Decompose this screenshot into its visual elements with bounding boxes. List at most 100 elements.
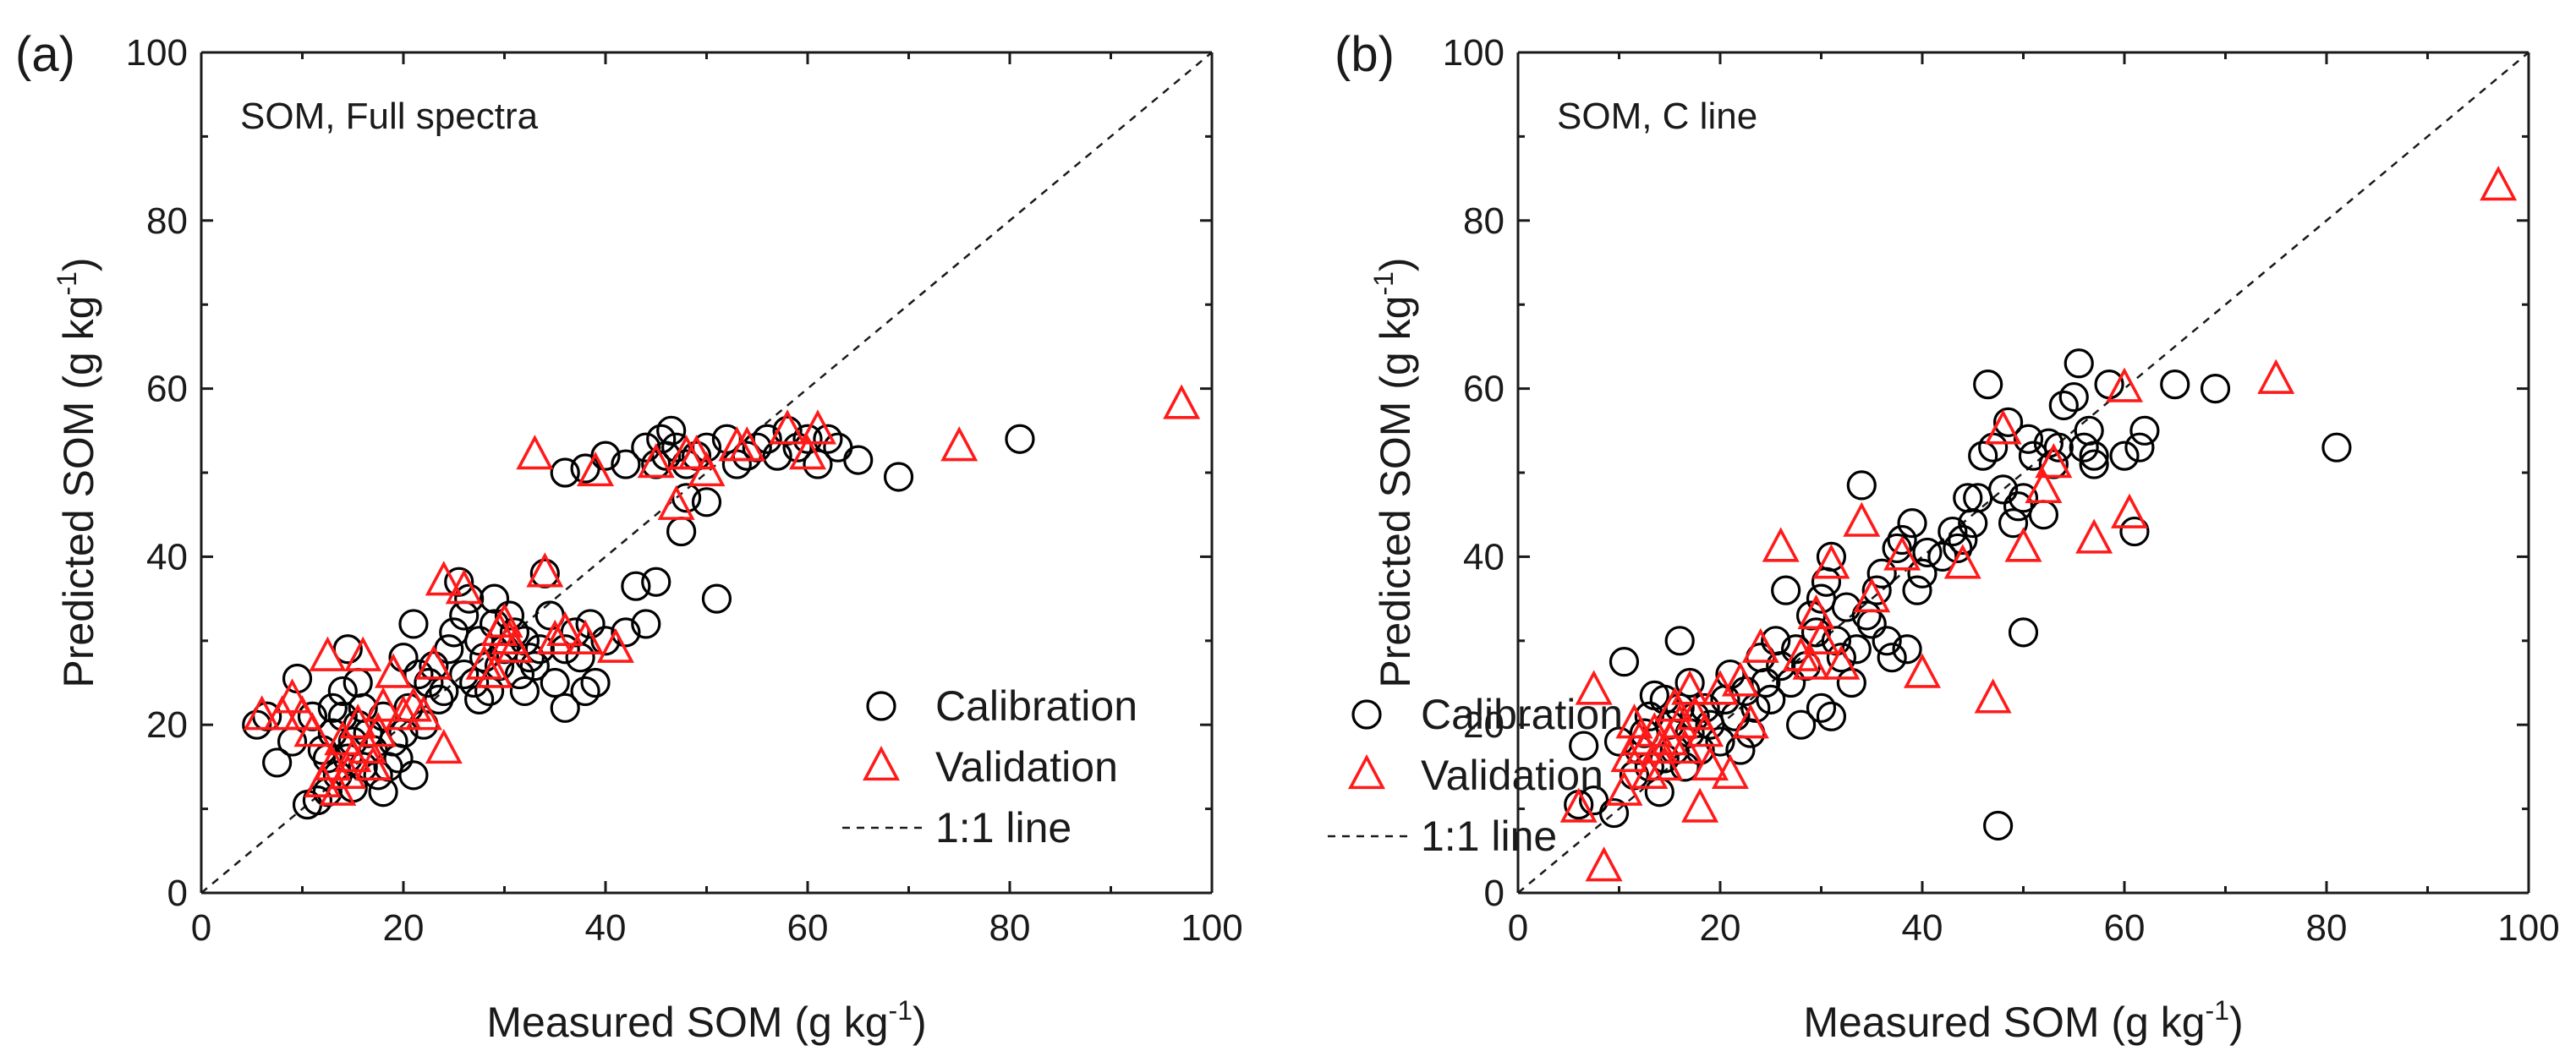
calibration-point bbox=[2048, 390, 2079, 421]
calibration-point bbox=[317, 692, 348, 723]
y-tick-label: 40 bbox=[1463, 536, 1504, 578]
validation-point bbox=[677, 435, 715, 470]
calibration-point bbox=[1851, 600, 1882, 631]
validation-point bbox=[304, 762, 342, 797]
validation-point bbox=[1585, 846, 1623, 882]
calibration-point bbox=[454, 583, 485, 614]
panel-title: SOM, Full spectra bbox=[240, 96, 539, 137]
calibration-point bbox=[1943, 533, 1973, 564]
calibration-point bbox=[1751, 667, 1781, 698]
y-axis-label-text: Predicted SOM (g kg bbox=[55, 296, 102, 688]
calibration-point bbox=[1598, 797, 1630, 829]
legend-reference-label: 1:1 line bbox=[1421, 813, 1557, 860]
calibration-point bbox=[519, 651, 550, 682]
calibration-point bbox=[2321, 432, 2352, 463]
y-tick-label: 0 bbox=[167, 873, 188, 914]
validation-point bbox=[577, 451, 615, 487]
y-tick-label: 40 bbox=[146, 536, 188, 578]
validation-point bbox=[728, 426, 766, 462]
validation-point bbox=[1676, 695, 1714, 731]
validation-point bbox=[283, 695, 321, 731]
calibration-point bbox=[524, 634, 555, 665]
validation-point bbox=[384, 695, 423, 731]
validation-point bbox=[2480, 166, 2518, 201]
legend: Calibration Validation 1:1 line bbox=[1328, 691, 1623, 860]
calibration-point bbox=[1816, 541, 1847, 572]
validation-point bbox=[769, 409, 807, 445]
validation-point bbox=[1610, 736, 1648, 773]
calibration-point bbox=[1948, 524, 1978, 556]
legend-calibration-label: Calibration bbox=[935, 682, 1137, 730]
calibration-point bbox=[1988, 474, 2019, 505]
validation-point bbox=[319, 770, 357, 806]
calibration-point bbox=[368, 777, 398, 807]
validation-point bbox=[2025, 468, 2063, 504]
validation-point bbox=[344, 636, 382, 671]
x-tick-label: 60 bbox=[2104, 907, 2146, 949]
calibration-point bbox=[1872, 626, 1902, 656]
validation-point bbox=[1822, 644, 1861, 680]
calibration-point bbox=[631, 432, 661, 463]
calibration-point bbox=[242, 709, 272, 740]
validation-point bbox=[1711, 753, 1749, 790]
validation-point bbox=[1741, 627, 1779, 663]
validation-point bbox=[273, 678, 311, 714]
calibration-point bbox=[1907, 558, 1937, 588]
legend-calibration-marker bbox=[866, 691, 896, 721]
validation-point bbox=[536, 619, 574, 654]
calibration-point bbox=[570, 676, 600, 707]
calibration-point bbox=[1912, 537, 1943, 568]
validation-point bbox=[1691, 745, 1729, 781]
calibration-point bbox=[1897, 508, 1927, 539]
y-tick-label: 60 bbox=[1463, 369, 1504, 410]
legend-validation-label: Validation bbox=[1421, 752, 1603, 799]
validation-point bbox=[516, 435, 554, 470]
calibration-point bbox=[277, 726, 308, 757]
calibration-point bbox=[1892, 634, 1922, 665]
calibration-point bbox=[1887, 524, 1917, 556]
calibration-point bbox=[388, 643, 419, 673]
calibration-point bbox=[464, 626, 495, 656]
x-axis-label: Measured SOM (g kg-1) bbox=[1803, 995, 2243, 1046]
validation-point bbox=[1797, 594, 1835, 630]
calibration-point bbox=[1998, 508, 2029, 539]
calibration-point bbox=[1705, 726, 1735, 757]
y-axis-label-close: ) bbox=[55, 257, 102, 271]
x-tick-label: 80 bbox=[989, 907, 1031, 949]
calibration-point bbox=[1882, 533, 1912, 564]
validation-point bbox=[1762, 527, 1800, 562]
calibration-point bbox=[1992, 407, 2024, 437]
x-axis-label-text: Measured SOM (g kg bbox=[1803, 999, 2205, 1046]
calibration-point bbox=[2074, 415, 2104, 446]
calibration-point bbox=[701, 583, 732, 614]
legend-reference-label: 1:1 line bbox=[935, 804, 1072, 851]
validation-point bbox=[364, 687, 403, 722]
validation-point bbox=[1559, 787, 1598, 823]
y-tick-label: 80 bbox=[1463, 200, 1504, 242]
validation-point bbox=[1903, 653, 1942, 688]
validation-point bbox=[2004, 527, 2042, 562]
chart-panel-b: 0 20 40 60 80 100 0 20 40 60 80 100 (b) SOM, C line Me… bbox=[1328, 27, 2560, 1046]
validation-point bbox=[2257, 359, 2295, 394]
validation-point bbox=[324, 720, 362, 756]
calibration-point bbox=[2079, 449, 2109, 479]
y-tick-label: 100 bbox=[1443, 32, 1504, 74]
validation-point bbox=[1721, 661, 1759, 697]
calibration-point bbox=[398, 609, 429, 639]
calibration-point bbox=[1983, 810, 2014, 841]
validation-point bbox=[309, 636, 347, 671]
y-axis-label-text: Predicted SOM (g kg bbox=[1372, 296, 1419, 688]
validation-point bbox=[596, 627, 634, 663]
x-axis-label-close: ) bbox=[913, 999, 927, 1046]
validation-point bbox=[1974, 678, 2012, 714]
calibration-point bbox=[1664, 626, 1695, 656]
calibration-point bbox=[2129, 415, 2160, 446]
validation-point bbox=[788, 435, 827, 470]
validation-point bbox=[243, 695, 281, 731]
calibration-point bbox=[540, 667, 570, 698]
validation-point bbox=[657, 484, 695, 520]
calibration-point bbox=[2064, 348, 2094, 379]
validation-point bbox=[404, 695, 442, 731]
calibration-point bbox=[666, 516, 697, 547]
